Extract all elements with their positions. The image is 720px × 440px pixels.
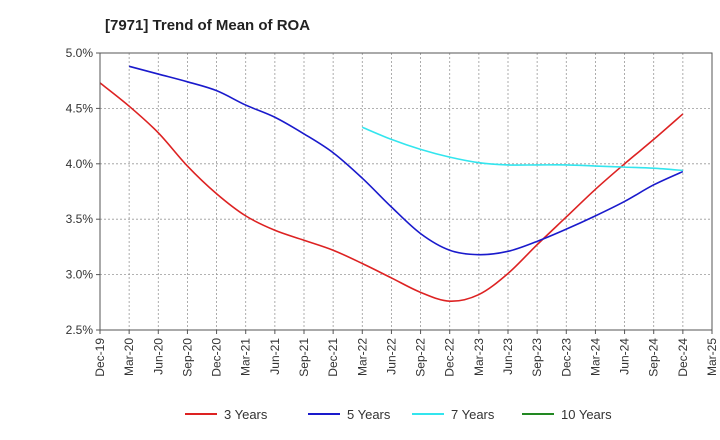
y-tick-label: 2.5%: [66, 323, 94, 337]
legend: 3 Years 5 Years 7 Years 10 Years: [185, 407, 612, 422]
x-tick-label: Sep-23: [530, 338, 544, 377]
x-tick-label: Dec-24: [676, 338, 690, 377]
plot-background: [100, 53, 712, 330]
y-tick-label: 3.0%: [66, 268, 94, 282]
x-tick-label: Mar-21: [239, 338, 253, 376]
y-tick-labels: 2.5% 3.0% 3.5% 4.0% 4.5% 5.0%: [66, 46, 94, 337]
x-tick-label: Jun-23: [501, 338, 515, 375]
x-tick-label: Mar-25: [705, 338, 719, 376]
series-layer: [99, 65, 684, 302]
x-tick-label: Jun-22: [384, 338, 398, 375]
series-line-7-years: [361, 126, 683, 172]
x-tick-labels: Dec-19 Mar-20 Jun-20 Sep-20 Dec-20 Mar-21 Jun-…: [93, 338, 719, 377]
legend-label: 5 Years: [347, 407, 391, 422]
axes: [96, 52, 713, 334]
x-tick-label: Sep-21: [297, 338, 311, 377]
x-tick-label: Sep-20: [180, 338, 194, 377]
x-tick-label: Mar-22: [355, 338, 369, 376]
x-tick-label: Mar-23: [472, 338, 486, 376]
x-tick-label: Sep-24: [647, 338, 661, 377]
y-tick-label: 4.0%: [66, 157, 94, 171]
series-line-3-years: [99, 82, 684, 302]
x-tick-label: Dec-19: [93, 338, 107, 377]
grid: [100, 53, 712, 330]
x-tick-label: Jun-24: [618, 338, 632, 375]
x-tick-label: Dec-20: [210, 338, 224, 377]
x-tick-label: Mar-20: [122, 338, 136, 376]
x-tick-label: Dec-22: [443, 338, 457, 377]
x-tick-label: Sep-22: [414, 338, 428, 377]
series-line-5-years: [128, 65, 684, 256]
legend-label: 3 Years: [224, 407, 268, 422]
x-tick-label: Jun-20: [151, 338, 165, 375]
x-tick-label: Jun-21: [268, 338, 282, 375]
chart-title: [7971] Trend of Mean of ROA: [105, 17, 310, 34]
x-tick-label: Dec-23: [559, 338, 573, 377]
plot-area: [100, 53, 712, 330]
x-tick-label: Dec-21: [326, 338, 340, 377]
legend-label: 10 Years: [561, 407, 612, 422]
x-tick-label: Mar-24: [588, 338, 602, 376]
legend-label: 7 Years: [451, 407, 495, 422]
y-tick-label: 5.0%: [66, 46, 94, 60]
y-tick-label: 4.5%: [66, 101, 94, 115]
plot-border: [99, 52, 713, 331]
y-tick-label: 3.5%: [66, 212, 94, 226]
